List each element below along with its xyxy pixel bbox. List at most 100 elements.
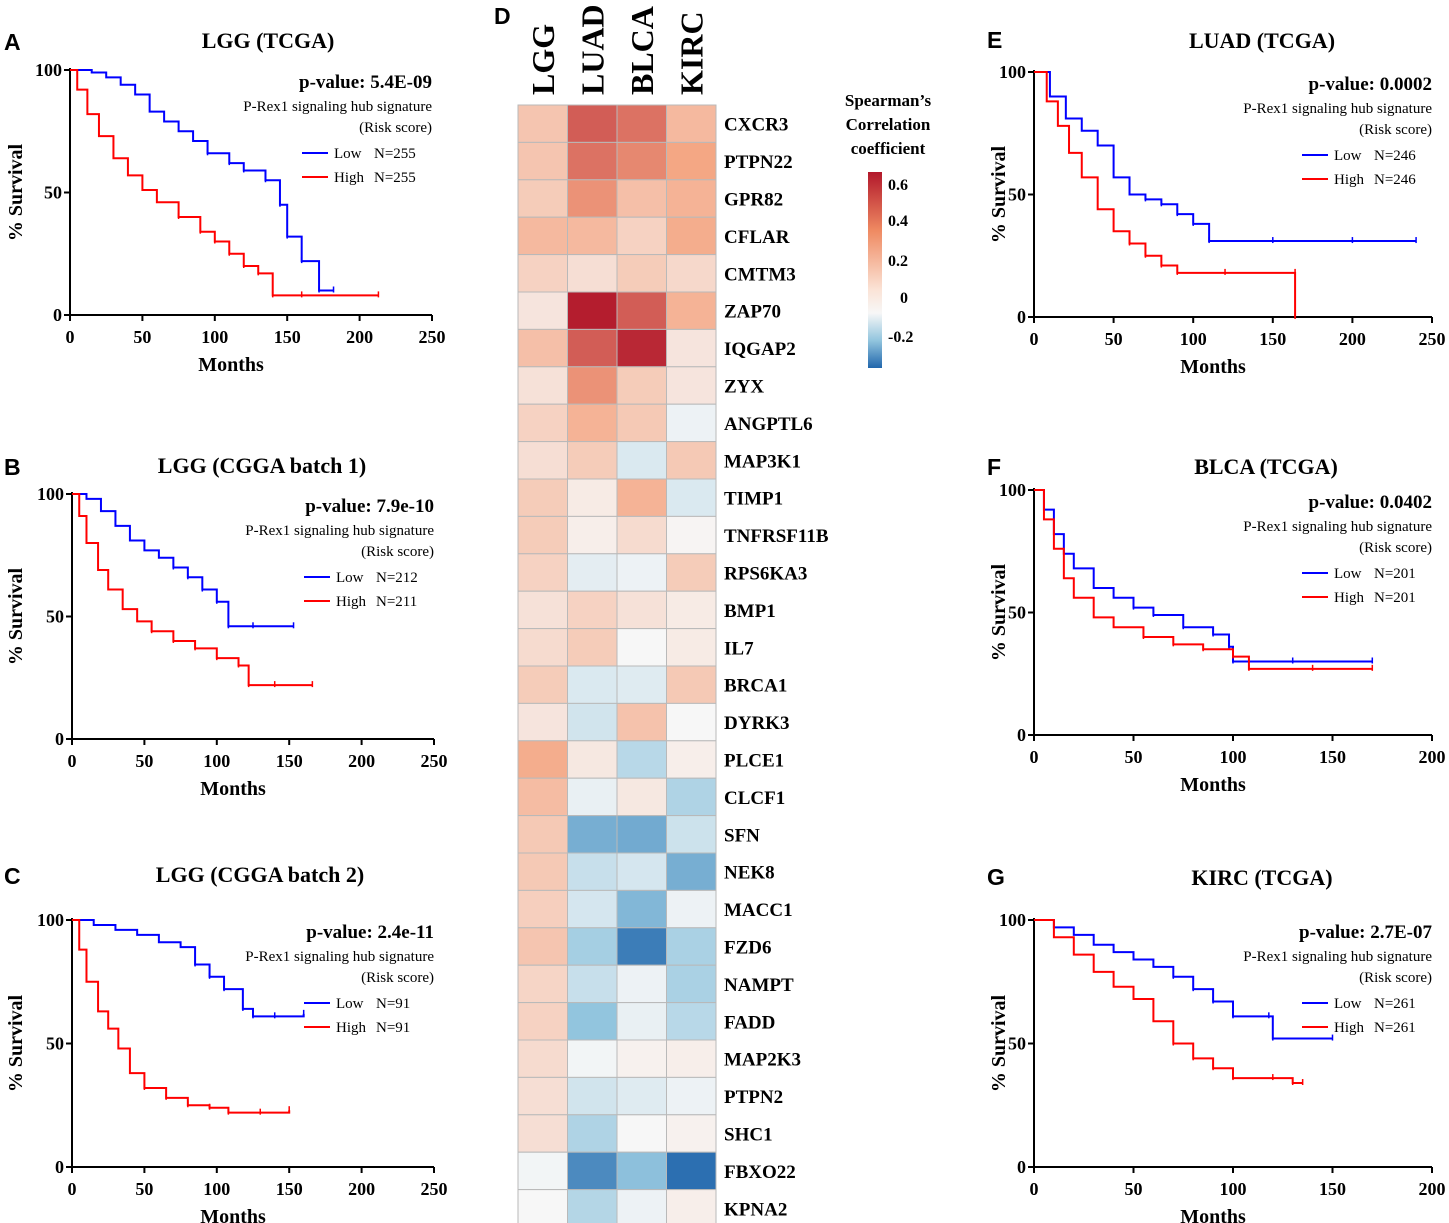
x-tick-label: 200 xyxy=(1419,747,1446,767)
legend-n-high: N=91 xyxy=(376,1020,410,1036)
heatmap-cell xyxy=(666,628,717,667)
legend-n-high: N=246 xyxy=(1374,172,1416,188)
heatmap-cell xyxy=(517,1189,568,1223)
signature-sublabel: (Risk score) xyxy=(1359,970,1432,986)
heatmap-row-label: TIMP1 xyxy=(724,489,783,510)
heatmap-column-lgg: LGG xyxy=(525,24,561,95)
heatmap-row-label: FZD6 xyxy=(724,938,772,959)
legend-label-low: Low xyxy=(336,570,364,586)
x-axis-label: Months xyxy=(198,354,264,376)
x-tick-label: 100 xyxy=(203,1179,230,1199)
heatmap-cell xyxy=(567,590,618,630)
survival-curve-low xyxy=(1034,919,1333,1040)
panel-letter-e: E xyxy=(987,27,1002,53)
heatmap-cell xyxy=(567,403,618,443)
colorbar-title-line-2: Correlation xyxy=(846,115,931,134)
panel-letter-a: A xyxy=(4,29,21,55)
y-tick-label: 50 xyxy=(46,607,64,627)
heatmap-cell xyxy=(517,665,568,704)
x-tick-label: 200 xyxy=(346,327,373,347)
heatmap-cell xyxy=(616,104,667,143)
heatmap-row-label: DYRK3 xyxy=(724,713,789,734)
y-axis-label: % Survival xyxy=(5,994,27,1092)
heatmap-cell xyxy=(567,515,618,555)
y-tick-label: 100 xyxy=(35,60,62,80)
y-tick-label: 50 xyxy=(44,183,62,203)
x-tick-label: 100 xyxy=(1220,1179,1247,1199)
heatmap-cell xyxy=(666,328,717,368)
survival-curve-low xyxy=(72,493,294,628)
heatmap-cell xyxy=(517,815,568,854)
survival-plots: A LGG (TCGA) 0 50 100 150 200 250 0 50 100 Months % … xyxy=(4,27,1446,1223)
survival-panel-b: B LGG (CGGA batch 1) 0 50 100 150 200 250 0 50 100… xyxy=(4,453,448,800)
heatmap-row-label: RPS6KA3 xyxy=(724,564,807,585)
heatmap-row-label: BMP1 xyxy=(724,601,776,622)
x-tick-label: 200 xyxy=(1419,1179,1446,1199)
y-tick-label: 100 xyxy=(999,910,1026,930)
survival-panel-g: G KIRC (TCGA) 0 50 100 150 200 0 50 100 Months % Su… xyxy=(987,864,1446,1223)
heatmap-row-label: CLCF1 xyxy=(724,788,785,809)
heatmap-panel: D LGG LUAD BLCA KIRC CXCR3 PTPN22 GPR82 CFLAR CM… xyxy=(494,3,829,1223)
x-tick-label: 200 xyxy=(348,751,375,771)
x-tick-label: 250 xyxy=(421,751,448,771)
heatmap-cell xyxy=(517,141,568,181)
heatmap-cell xyxy=(666,815,717,854)
heatmap-cell xyxy=(616,1151,667,1191)
heatmap-cell xyxy=(666,179,717,218)
survival-curve-low xyxy=(72,919,305,1018)
heatmap-cell xyxy=(666,141,717,181)
heatmap-cell xyxy=(567,740,618,779)
y-tick-label: 0 xyxy=(1017,725,1026,745)
p-value-text: p-value: 2.7E-07 xyxy=(1299,922,1433,943)
x-tick-label: 150 xyxy=(1319,747,1346,767)
colorbar: Spearman’s Correlation coefficient 0.6 0… xyxy=(845,91,932,368)
x-tick-label: 50 xyxy=(1125,1179,1143,1199)
heatmap-cell xyxy=(567,553,618,592)
heatmap-cell xyxy=(666,964,717,1004)
heatmap-cell xyxy=(567,291,618,330)
heatmap-cell xyxy=(616,441,667,480)
x-axis-label: Months xyxy=(1180,774,1246,796)
heatmap-cell xyxy=(567,1151,618,1191)
survival-curve-low xyxy=(70,69,334,292)
heatmap-cell xyxy=(517,179,568,218)
legend-label-high: High xyxy=(334,170,365,186)
heatmap-cell xyxy=(616,515,667,555)
heatmap-cell xyxy=(517,1114,568,1153)
heatmap-cell xyxy=(517,1039,568,1078)
heatmap-cell xyxy=(616,1114,667,1153)
colorbar-gradient xyxy=(868,172,882,368)
heatmap-cell xyxy=(517,852,568,891)
heatmap-column-kirc: KIRC xyxy=(673,11,709,95)
y-axis-label: % Survival xyxy=(5,143,27,241)
legend-label-low: Low xyxy=(1334,996,1362,1012)
heatmap-cell xyxy=(567,254,618,293)
heatmap-row-label: KPNA2 xyxy=(724,1199,787,1220)
survival-curve-high xyxy=(1034,71,1297,317)
heatmap-cell xyxy=(666,366,717,405)
heatmap-row-label: NAMPT xyxy=(724,975,794,996)
heatmap-cell xyxy=(666,216,717,256)
heatmap-cell xyxy=(517,104,568,143)
x-tick-label: 0 xyxy=(1030,329,1039,349)
heatmap-row-label: SHC1 xyxy=(724,1125,773,1146)
heatmap-cell xyxy=(616,702,667,742)
y-tick-label: 50 xyxy=(1008,185,1026,205)
x-tick-label: 50 xyxy=(135,751,153,771)
heatmap-cell xyxy=(616,1002,667,1041)
heatmap-cell xyxy=(616,889,667,929)
x-tick-label: 200 xyxy=(1339,329,1366,349)
heatmap-cell xyxy=(517,1076,568,1116)
heatmap-cell xyxy=(517,366,568,405)
heatmap-cell xyxy=(517,553,568,592)
x-tick-label: 0 xyxy=(66,327,75,347)
x-axis-label: Months xyxy=(200,1206,266,1223)
signature-label: P-Rex1 signaling hub signature xyxy=(1243,949,1432,965)
heatmap-cell xyxy=(517,964,568,1004)
x-tick-label: 0 xyxy=(1030,747,1039,767)
x-tick-label: 150 xyxy=(274,327,301,347)
x-tick-label: 0 xyxy=(68,751,77,771)
heatmap-cell xyxy=(666,889,717,929)
survival-curve-high xyxy=(1034,489,1373,670)
heatmap-cell xyxy=(666,740,717,779)
